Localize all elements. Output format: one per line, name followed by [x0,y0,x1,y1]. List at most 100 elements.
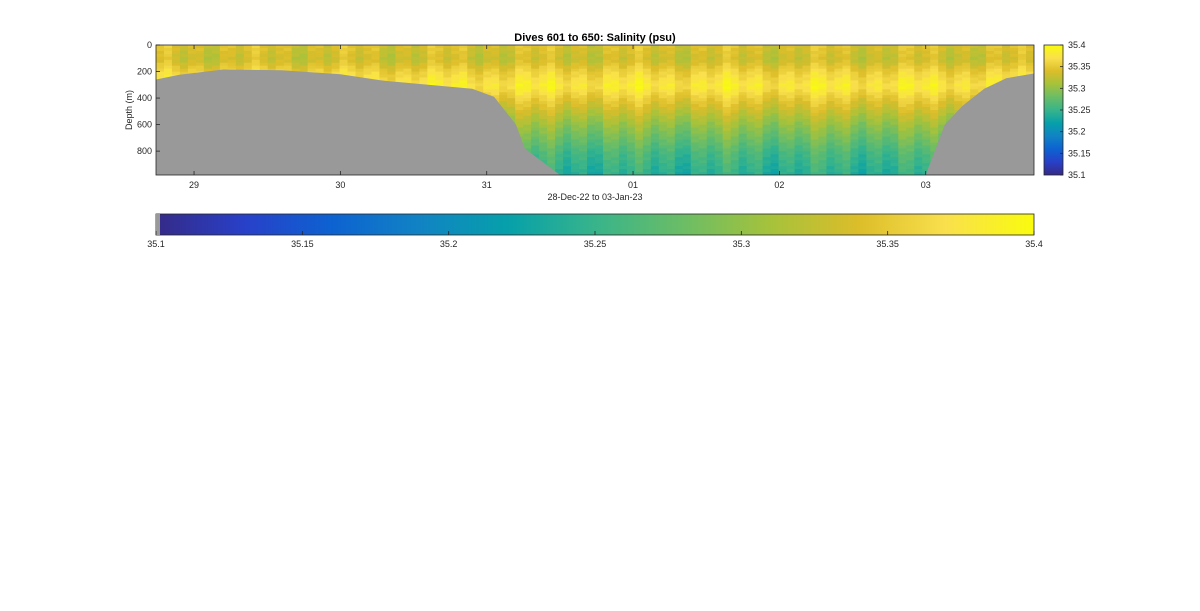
heatmap-cell [491,77,500,82]
heatmap-cell [898,148,907,152]
heatmap-cell [634,86,644,90]
heatmap-cell [714,112,724,117]
heatmap-cell [778,65,788,70]
heatmap-cell [914,169,923,173]
heatmap-cell [563,80,572,84]
heatmap-cell [563,130,572,135]
heatmap-cell [666,124,676,129]
heatmap-cell [563,157,572,161]
heatmap-cell [850,56,859,61]
heatmap-cell [547,148,556,152]
heatmap-cell [363,71,373,76]
heatmap-cell [658,110,668,114]
heatmap-cell [714,89,724,93]
heatmap-cell [363,50,373,55]
heatmap-cell [850,154,859,158]
heatmap-cell [890,77,899,82]
heatmap-cell [618,130,628,135]
heatmap-cell [515,71,524,76]
heatmap-cell [722,115,732,120]
heatmap-cell [842,110,852,114]
heatmap-cell [714,107,724,111]
heatmap-cell [363,45,373,49]
heatmap-cell [1010,74,1019,79]
heatmap-cell [786,166,796,170]
heatmap-cell [826,98,836,102]
heatmap-cell [491,68,500,73]
heatmap-cell [602,160,612,164]
heatmap-cell [547,127,556,132]
heatmap-cell [371,50,381,55]
heatmap-cell [730,160,740,164]
heatmap-cell [682,130,692,135]
heatmap-cell [754,127,764,132]
heatmap-cell [922,59,931,64]
heatmap-cell [307,53,317,58]
heatmap-cell [483,47,492,52]
heatmap-cell [171,65,181,70]
heatmap-cell [762,107,772,111]
heatmap-cell [746,139,756,144]
heatmap-cell [682,59,692,64]
heatmap-cell [555,95,564,99]
heatmap-cell [746,65,756,70]
heatmap-cell [507,62,516,67]
heatmap-cell [156,50,165,55]
heatmap-cell [746,59,756,64]
heatmap-cell [906,47,915,52]
heatmap-cell [642,92,652,96]
heatmap-cell [523,145,532,149]
heatmap-cell [938,80,947,84]
heatmap-cell [898,89,907,93]
heatmap-cell [962,45,971,49]
heatmap-cell [307,59,317,64]
heatmap-cell [842,77,852,82]
heatmap-cell [826,80,836,84]
heatmap-cell [555,101,564,105]
heatmap-cell [642,121,652,126]
heatmap-cell [698,71,708,76]
heatmap-cell [634,130,644,135]
heatmap-cell [626,50,636,55]
heatmap-cell [235,65,245,70]
heatmap-cell [339,71,349,76]
heatmap-cell [930,115,939,120]
heatmap-cell [730,142,740,147]
heatmap-cell [738,118,748,123]
heatmap-cell [722,172,732,175]
heatmap-cell [914,59,923,64]
heatmap-cell [219,47,229,52]
heatmap-cell [738,107,748,111]
heatmap-cell [650,101,660,105]
heatmap-cell [539,127,548,132]
heatmap-cell [890,157,899,161]
heatmap-cell [682,145,692,149]
heatmap-cell [443,59,452,64]
heatmap-cell [1002,74,1011,79]
heatmap-cell [555,121,564,126]
heatmap-cell [642,139,652,144]
heatmap-cell [531,89,540,93]
heatmap-cell [770,104,780,108]
heatmap-cell [203,47,213,52]
heatmap-cell [730,50,740,55]
heatmap-cell [810,124,820,129]
heatmap-cell [746,142,756,147]
heatmap-cell [642,74,652,79]
heatmap-cell [930,118,939,123]
heatmap-cell [754,166,764,170]
heatmap-cell [810,95,820,99]
heatmap-cell [874,107,883,111]
heatmap-cell [762,154,772,158]
heatmap-cell [650,104,660,108]
heatmap-cell [962,83,971,87]
heatmap-cell [738,89,748,93]
heatmap-cell [602,50,612,55]
heatmap-cell [890,145,899,149]
heatmap-cell [666,45,676,49]
heatmap-cell [858,77,867,82]
heatmap-cell [946,71,955,76]
heatmap-cell [363,62,373,67]
heatmap-cell [738,95,748,99]
heatmap-cell [874,110,883,114]
